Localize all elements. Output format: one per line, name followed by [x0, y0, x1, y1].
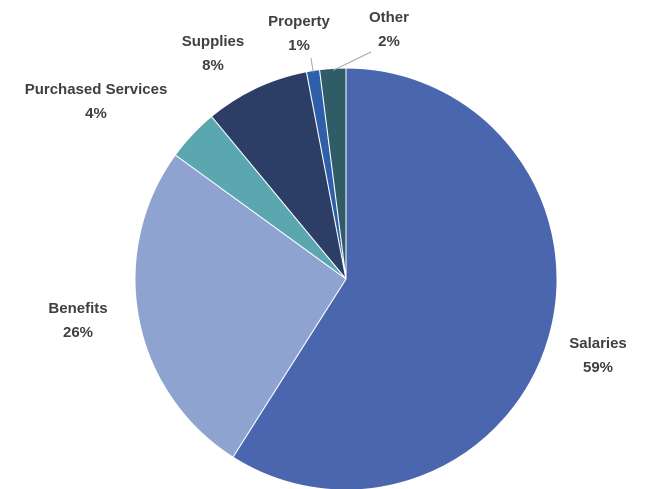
leader-lines — [310, 51, 372, 73]
leader-line-other — [332, 51, 372, 71]
pie-slices — [134, 67, 558, 489]
label-purchased-services-name: Purchased Services — [25, 81, 168, 98]
label-property-value: 1% — [288, 37, 310, 54]
slice-labels: Salaries 59% Benefits 26% Purchased Serv… — [25, 9, 627, 376]
label-supplies-name: Supplies — [182, 33, 245, 50]
label-supplies-value: 8% — [202, 57, 224, 74]
label-salaries-name: Salaries — [569, 335, 627, 352]
leader-line-property — [310, 57, 314, 73]
label-salaries-value: 59% — [583, 359, 613, 376]
label-benefits-name: Benefits — [48, 300, 107, 317]
label-other-value: 2% — [378, 33, 400, 50]
pie-slice-benefits — [134, 154, 347, 458]
pie-slice-other — [318, 67, 347, 280]
label-other-name: Other — [369, 9, 409, 26]
label-benefits-value: 26% — [63, 324, 93, 341]
pie-slice-salaries — [232, 67, 558, 489]
pie-slice-supplies — [210, 71, 347, 280]
label-property-name: Property — [268, 13, 330, 30]
label-purchased-services-value: 4% — [85, 105, 107, 122]
